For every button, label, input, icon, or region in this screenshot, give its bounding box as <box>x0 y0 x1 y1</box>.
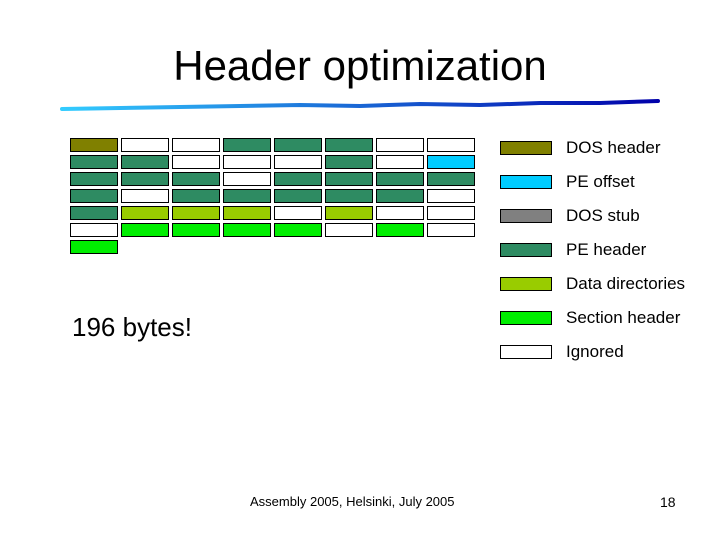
byte-cell <box>70 223 118 237</box>
legend-item: Ignored <box>500 342 715 362</box>
slide-title: Header optimization <box>173 42 547 89</box>
byte-cell <box>376 138 424 152</box>
byte-cell <box>427 206 475 220</box>
byte-cell <box>70 155 118 169</box>
byte-cell <box>376 155 424 169</box>
byte-cell <box>121 189 169 203</box>
legend-label: DOS stub <box>566 206 640 225</box>
legend-label: DOS header <box>566 138 661 157</box>
byte-cell <box>172 223 220 237</box>
legend-label: PE header <box>566 240 647 259</box>
byte-cell <box>121 223 169 237</box>
byte-cell <box>70 138 118 152</box>
byte-cell <box>274 189 322 203</box>
byte-cell <box>274 172 322 186</box>
legend-item: PE offset <box>500 172 715 192</box>
byte-cell <box>121 172 169 186</box>
byte-cell <box>325 155 373 169</box>
legend-item: DOS header <box>500 138 715 158</box>
legend-item: DOS stub <box>500 206 715 226</box>
byte-cell <box>223 172 271 186</box>
bytes-callout: 196 bytes! <box>72 312 192 342</box>
byte-cell <box>223 155 271 169</box>
title-underline <box>60 99 660 111</box>
legend-label: Ignored <box>566 342 624 361</box>
footer-text: Assembly 2005, Helsinki, July 2005 <box>250 494 455 509</box>
byte-cell <box>121 138 169 152</box>
byte-cell <box>172 138 220 152</box>
byte-cell <box>427 189 475 203</box>
byte-cell <box>325 138 373 152</box>
byte-cell <box>70 206 118 220</box>
legend-item: PE header <box>500 240 715 260</box>
legend-swatch <box>500 175 552 189</box>
byte-cell <box>70 172 118 186</box>
byte-cell <box>223 223 271 237</box>
byte-cell <box>427 172 475 186</box>
legend-swatch <box>500 141 552 155</box>
byte-cell <box>70 189 118 203</box>
byte-cell <box>172 172 220 186</box>
legend-swatch <box>500 243 552 257</box>
byte-cell <box>376 223 424 237</box>
byte-cell <box>274 223 322 237</box>
byte-cell <box>121 155 169 169</box>
legend-item: Data directories <box>500 274 715 294</box>
byte-cell <box>376 206 424 220</box>
legend-label: Section header <box>566 308 681 327</box>
byte-cell <box>376 189 424 203</box>
byte-cell <box>274 138 322 152</box>
legend-swatch <box>500 209 552 223</box>
byte-cell <box>274 155 322 169</box>
byte-cell <box>223 138 271 152</box>
byte-cell <box>274 206 322 220</box>
byte-cell <box>172 189 220 203</box>
byte-cell <box>70 240 118 254</box>
byte-cell <box>376 172 424 186</box>
byte-cell <box>325 189 373 203</box>
byte-cell <box>223 189 271 203</box>
byte-cell <box>223 206 271 220</box>
byte-cell <box>325 172 373 186</box>
page-number: 18 <box>660 494 676 510</box>
legend-label: Data directories <box>566 274 686 293</box>
byte-cell <box>172 155 220 169</box>
legend-swatch <box>500 277 552 291</box>
byte-cell <box>427 155 475 169</box>
legend-label: PE offset <box>566 172 635 191</box>
byte-cell <box>427 138 475 152</box>
legend-swatch <box>500 311 552 325</box>
byte-cell <box>121 206 169 220</box>
legend-item: Section header <box>500 308 715 328</box>
byte-cell <box>325 206 373 220</box>
byte-cell <box>172 206 220 220</box>
byte-cell <box>325 223 373 237</box>
byte-cell <box>427 223 475 237</box>
legend-swatch <box>500 345 552 359</box>
